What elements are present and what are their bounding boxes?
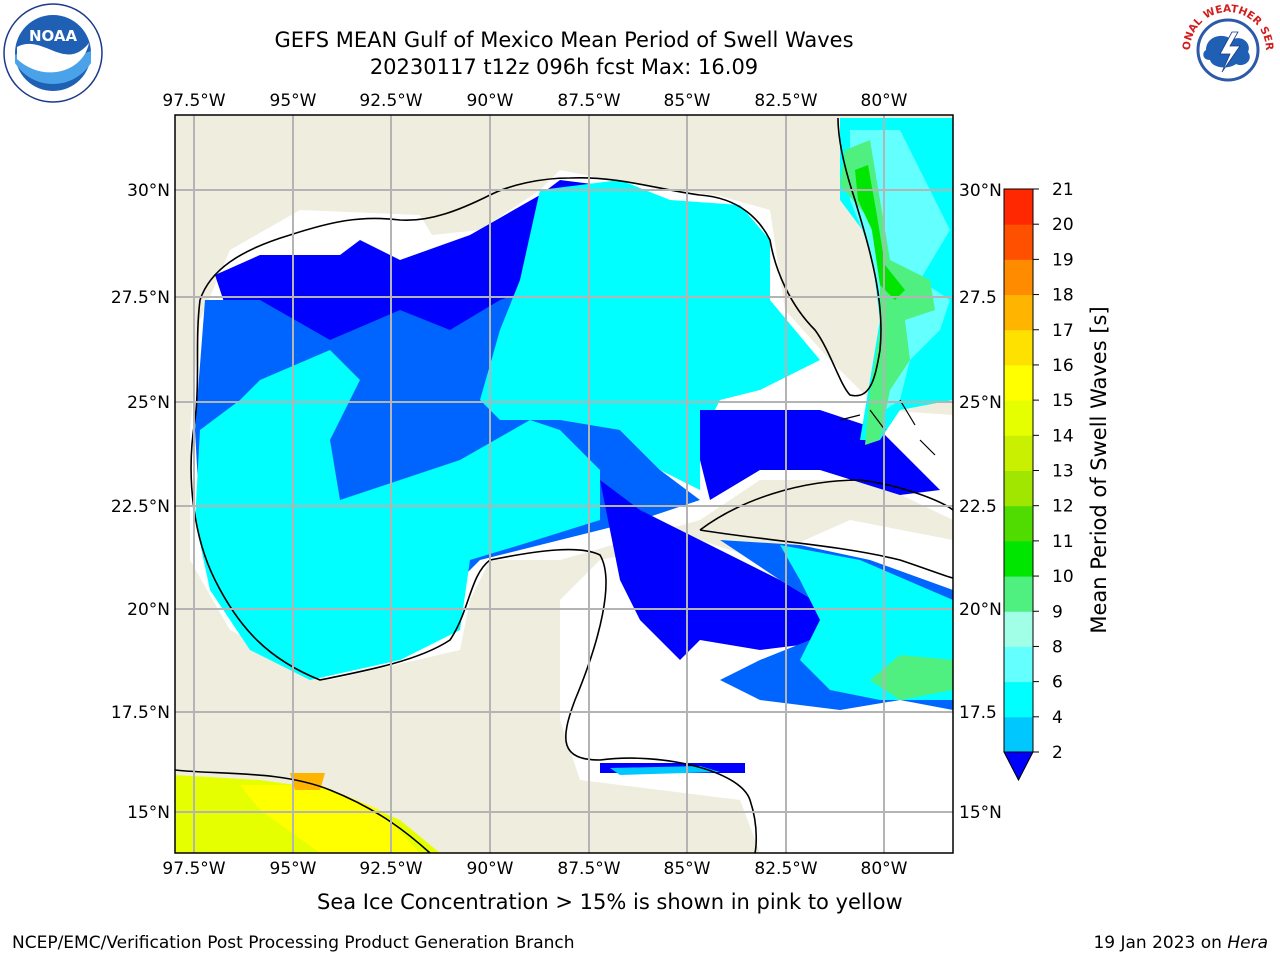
lon-ticks-top: 97.5°W 95°W 92.5°W 90°W 87.5°W 85°W 82.5… (162, 91, 907, 111)
lat-ticks-right: 30°N 27.5 25°N 22.5 20°N 17.5 15°N (959, 181, 1002, 823)
chart-title: GEFS MEAN Gulf of Mexico Mean Period of … (274, 28, 854, 52)
map-frame (174, 114, 954, 854)
colorbar-segment (1004, 505, 1033, 542)
colorbar-segment (1004, 259, 1033, 296)
colorbar-tick-label: 19 (1052, 250, 1074, 270)
lat-tick-right: 17.5 (959, 703, 997, 723)
bahamas-islands (839, 399, 936, 456)
lat-ticks-left: 30°N 27.5°N 25°N 22.5°N 20°N 17.5°N 15°N (111, 181, 170, 823)
colorbar-segment (1004, 646, 1033, 683)
lat-tick-left: 15°N (127, 803, 170, 823)
lon-tick-bottom: 95°W (270, 859, 317, 879)
swell-pacific-yellow-bright (240, 785, 420, 853)
lon-tick-bottom: 82.5°W (754, 859, 817, 879)
colorbar-tick-label: 14 (1052, 426, 1074, 446)
colorbar-tick-label: 18 (1052, 286, 1074, 306)
lon-tick-top: 80°W (861, 91, 908, 111)
pacific-coastline (175, 769, 431, 853)
swell-cyan-east (480, 180, 820, 490)
lat-tick-left: 22.5°N (111, 497, 170, 517)
credit-date: 19 Jan 2023 on (1093, 933, 1228, 953)
nws-logo: NATIONAL WEATHER SERVICE (1180, 2, 1275, 96)
lon-tick-top: 92.5°W (359, 91, 422, 111)
colorbar-tick-label: 12 (1052, 497, 1074, 517)
swell-pacific-orange (290, 773, 325, 790)
colorbar-tick-label: 9 (1052, 602, 1063, 622)
lat-tick-left: 17.5°N (111, 703, 170, 723)
colorbar-label: Mean Period of Swell Waves [s] (1087, 306, 1111, 633)
colorbar-tick-label: 21 (1052, 180, 1074, 200)
map-gridlines (175, 115, 953, 853)
lon-tick-bottom: 92.5°W (359, 859, 422, 879)
credit-system: Hera (1227, 933, 1268, 953)
lat-tick-left: 27.5°N (111, 288, 170, 308)
lat-tick-right: 27.5 (959, 288, 997, 308)
lon-tick-top: 97.5°W (162, 91, 225, 111)
lon-ticks-bottom: 97.5°W 95°W 92.5°W 90°W 87.5°W 85°W 82.5… (162, 859, 907, 879)
colorbar-segment (1004, 400, 1033, 436)
lat-tick-left: 25°N (127, 393, 170, 413)
lon-tick-bottom: 90°W (467, 859, 514, 879)
lon-tick-bottom: 85°W (664, 859, 711, 879)
colorbar-segment (1004, 329, 1033, 366)
lon-tick-top: 85°W (664, 91, 711, 111)
lat-tick-right: 15°N (959, 803, 1002, 823)
swell-atlantic-bright-green (855, 165, 905, 300)
colorbar-tick-label: 6 (1052, 673, 1063, 693)
credit-right: 19 Jan 2023 on Hera (1093, 933, 1268, 953)
lon-tick-bottom: 97.5°W (162, 859, 225, 879)
lat-tick-right: 20°N (959, 600, 1002, 620)
lat-tick-left: 30°N (127, 181, 170, 201)
colorbar-tick-label: 8 (1052, 637, 1063, 657)
colorbar-segment (1004, 576, 1033, 612)
lat-tick-right: 25°N (959, 393, 1002, 413)
colorbar-tick-label: 16 (1052, 356, 1074, 376)
colorbar-tick-label: 11 (1052, 532, 1074, 552)
colorbar-tick-label: 2 (1052, 743, 1063, 763)
noaa-logo-text: NOAA (29, 27, 78, 45)
lat-tick-right: 30°N (959, 181, 1002, 201)
lat-tick-left: 20°N (127, 600, 170, 620)
colorbar-segment (1004, 470, 1033, 507)
colorbar-segment (1004, 611, 1033, 647)
colorbar-segment (1004, 294, 1033, 331)
swell-deep-blue-yucatan (600, 480, 840, 660)
colorbar-tick-label: 20 (1052, 215, 1074, 235)
colorbar-tick-label: 4 (1052, 708, 1063, 728)
sea-ice-note: Sea Ice Concentration > 15% is shown in … (317, 890, 903, 914)
noaa-logo: NOAA (3, 3, 103, 103)
colorbar: 2 4 6 8 9 10 11 12 13 14 15 16 17 18 19 20 21 (1003, 180, 1074, 782)
lon-tick-top: 90°W (467, 91, 514, 111)
lon-tick-top: 95°W (270, 91, 317, 111)
colorbar-segment (1004, 189, 1033, 225)
swell-green-caribbean (870, 655, 953, 700)
lat-tick-right: 22.5 (959, 497, 997, 517)
colorbar-segment (1004, 364, 1033, 401)
lon-tick-top: 87.5°W (557, 91, 620, 111)
colorbar-segment (1004, 716, 1033, 753)
colorbar-segment (1004, 224, 1033, 260)
colorbar-tick-label: 15 (1052, 391, 1074, 411)
colorbar-tick-label: 17 (1052, 321, 1074, 341)
colorbar-extension (1003, 751, 1034, 782)
lon-tick-top: 82.5°W (754, 91, 817, 111)
colorbar-tick-label: 10 (1052, 567, 1074, 587)
swell-cyan-gulf (195, 350, 600, 680)
colorbar-segment (1004, 540, 1033, 577)
colorbar-segment (1004, 681, 1033, 718)
credit-left: NCEP/EMC/Verification Post Processing Pr… (12, 933, 575, 953)
swell-caribbean-sea-strip-cyan (610, 766, 720, 775)
lon-tick-bottom: 80°W (861, 859, 908, 879)
cuba-coastline (699, 479, 953, 579)
gulf-coastline (199, 117, 882, 397)
chart-subtitle: 20230117 t12z 096h fcst Max: 16.09 (369, 55, 759, 79)
colorbar-segment (1004, 435, 1033, 471)
lon-tick-bottom: 87.5°W (557, 859, 620, 879)
colorbar-tick-label: 13 (1052, 462, 1074, 482)
